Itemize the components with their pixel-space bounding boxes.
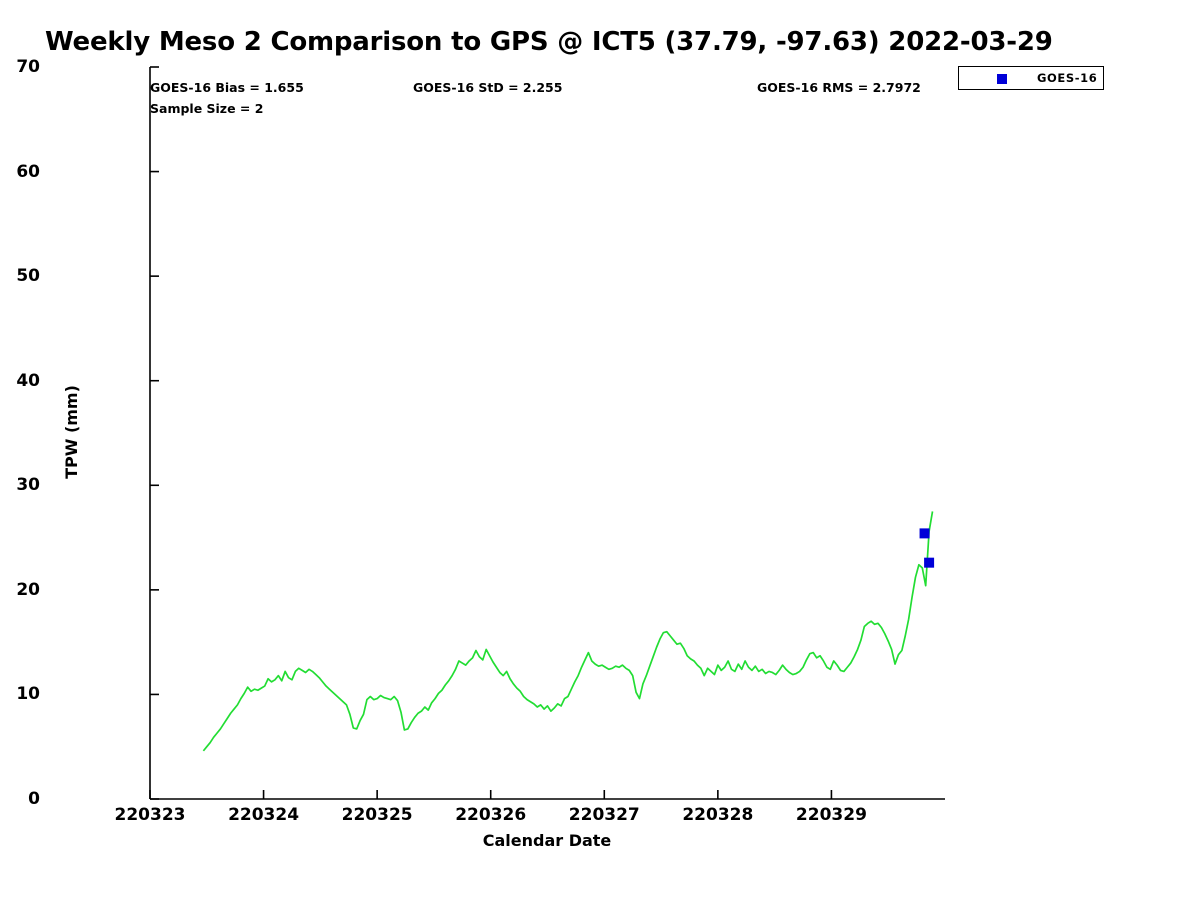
- legend-marker-goes16: [997, 74, 1007, 84]
- stat-rms: GOES-16 RMS = 2.7972: [757, 80, 921, 95]
- x-axis-label: Calendar Date: [482, 831, 612, 850]
- x-tick-label: 220323: [114, 805, 186, 825]
- series-line-gps: [202, 511, 934, 752]
- x-tick-label: 220326: [455, 805, 527, 825]
- y-tick-marks: [150, 66, 159, 800]
- axes: [149, 66, 945, 800]
- data-point-goes16: [924, 557, 935, 568]
- y-tick-label: 60: [16, 161, 40, 182]
- legend-label-goes16: GOES-16: [1037, 71, 1098, 85]
- stat-sample-size: Sample Size = 2: [150, 101, 264, 116]
- x-tick-label: 220328: [682, 805, 754, 825]
- x-tick-label: 220325: [341, 805, 413, 825]
- x-tick-label: 220324: [228, 805, 300, 825]
- y-tick-label: 20: [16, 579, 40, 600]
- y-tick-label: 0: [28, 789, 40, 809]
- stat-bias: GOES-16 Bias = 1.655: [150, 80, 304, 95]
- x-tick-label: 220327: [568, 805, 640, 825]
- data-point-goes16: [919, 528, 930, 539]
- legend: GOES-16: [958, 66, 1104, 90]
- x-tick-marks: [149, 790, 833, 799]
- y-tick-label: 70: [16, 57, 40, 77]
- page-title: Weekly Meso 2 Comparison to GPS @ ICT5 (…: [45, 27, 1053, 57]
- y-tick-label: 30: [16, 475, 40, 496]
- y-tick-label: 50: [16, 266, 40, 287]
- stat-std: GOES-16 StD = 2.255: [413, 80, 563, 95]
- y-tick-label: 10: [16, 684, 40, 705]
- data-series-group: [202, 511, 935, 752]
- y-tick-label: 40: [16, 370, 40, 391]
- y-axis-label: TPW (mm): [62, 385, 81, 479]
- x-tick-label: 220329: [795, 805, 867, 825]
